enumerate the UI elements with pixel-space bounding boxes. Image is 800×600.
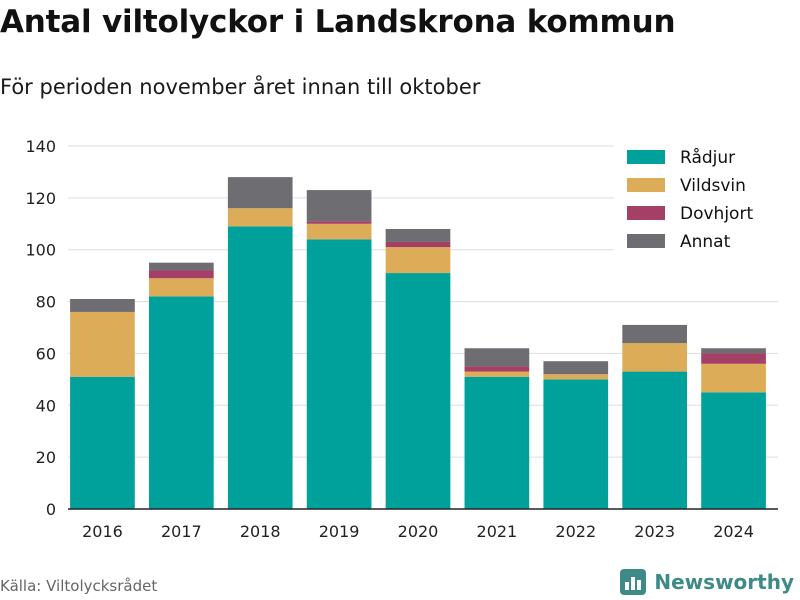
bar-segment-vildsvin-2018 xyxy=(227,208,293,227)
legend-swatch-vildsvin xyxy=(627,178,665,192)
x-tick-label: 2020 xyxy=(398,522,439,541)
y-tick-label: 0 xyxy=(46,500,56,519)
x-tick-label: 2021 xyxy=(477,522,518,541)
x-tick-label: 2024 xyxy=(713,522,754,541)
bar-segment-dovhjort-2017 xyxy=(148,270,214,279)
brand: Newsworthy xyxy=(620,569,794,595)
bar-segment-vildsvin-2021 xyxy=(464,371,530,377)
x-tick-label: 2022 xyxy=(555,522,596,541)
y-tick-label: 40 xyxy=(36,396,56,415)
legend-swatch-annat xyxy=(627,234,665,248)
bar-segment-vildsvin-2022 xyxy=(543,374,609,380)
bars xyxy=(70,177,766,510)
legend: Rådjur Vildsvin Dovhjort Annat xyxy=(614,138,778,256)
legend-label-annat: Annat xyxy=(680,232,731,252)
bar-segment-annat-2019 xyxy=(306,190,372,222)
bar-chart-logo-icon xyxy=(620,569,647,595)
bar-segment-annat-2016 xyxy=(70,298,135,312)
bar-segment-annat-2020 xyxy=(385,228,451,242)
y-tick-label: 100 xyxy=(25,241,56,260)
axes: 0 20 40 60 80 100 120 140 2016 2017 2018 2019 2020 20… xyxy=(25,137,778,541)
bar-segment-rådjur-2018 xyxy=(227,226,293,509)
bar-segment-annat-2022 xyxy=(543,361,609,375)
bar-segment-dovhjort-2021 xyxy=(464,366,530,372)
brand-name: Newsworthy xyxy=(654,570,794,594)
x-tick-label: 2018 xyxy=(240,522,281,541)
source-note: Källa: Viltolycksrådet xyxy=(0,577,158,595)
stacked-bar-chart: 0 20 40 60 80 100 120 140 2016 2017 2018 2019 2020 20… xyxy=(25,137,778,541)
bar-segment-rådjur-2016 xyxy=(70,376,135,509)
bar-segment-dovhjort-2019 xyxy=(306,221,372,224)
x-tick-label: 2019 xyxy=(319,522,360,541)
y-tick-label: 120 xyxy=(25,189,56,208)
bar-segment-rådjur-2020 xyxy=(385,273,451,509)
chart-subtitle: För perioden november året innan till ok… xyxy=(0,75,481,99)
bar-segment-annat-2024 xyxy=(701,348,766,354)
y-tick-label: 80 xyxy=(36,293,56,312)
bar-segment-vildsvin-2023 xyxy=(622,343,688,372)
bar-segment-annat-2021 xyxy=(464,348,530,367)
bar-segment-vildsvin-2024 xyxy=(701,363,766,393)
x-tick-label: 2017 xyxy=(161,522,202,541)
y-tick-label: 60 xyxy=(36,344,56,363)
bar-segment-dovhjort-2024 xyxy=(701,353,766,364)
bar-segment-rådjur-2017 xyxy=(148,296,214,509)
legend-label-rådjur: Rådjur xyxy=(680,147,735,168)
bar-segment-annat-2018 xyxy=(227,177,293,209)
bar-segment-rådjur-2019 xyxy=(306,239,372,510)
bar-segment-rådjur-2022 xyxy=(543,379,609,509)
bar-segment-vildsvin-2016 xyxy=(70,311,135,377)
x-tick-label: 2023 xyxy=(634,522,675,541)
y-tick-label: 140 xyxy=(25,137,56,156)
x-tick-label: 2016 xyxy=(82,522,123,541)
legend-label-dovhjort: Dovhjort xyxy=(680,204,753,224)
bar-segment-annat-2017 xyxy=(148,262,214,271)
bar-segment-rådjur-2023 xyxy=(622,371,688,509)
legend-label-vildsvin: Vildsvin xyxy=(680,176,746,196)
bar-segment-vildsvin-2019 xyxy=(306,223,372,240)
legend-swatch-dovhjort xyxy=(627,206,665,220)
bar-segment-vildsvin-2017 xyxy=(148,278,214,297)
legend-swatch-rådjur xyxy=(627,150,665,164)
bar-segment-rådjur-2024 xyxy=(701,392,766,509)
bar-segment-vildsvin-2020 xyxy=(385,247,451,274)
y-tick-label: 20 xyxy=(36,448,56,467)
bar-segment-dovhjort-2020 xyxy=(385,241,451,248)
bar-segment-rådjur-2021 xyxy=(464,376,530,509)
chart-title: Antal viltolyckor i Landskrona kommun xyxy=(0,4,676,40)
bar-segment-annat-2023 xyxy=(622,324,688,344)
